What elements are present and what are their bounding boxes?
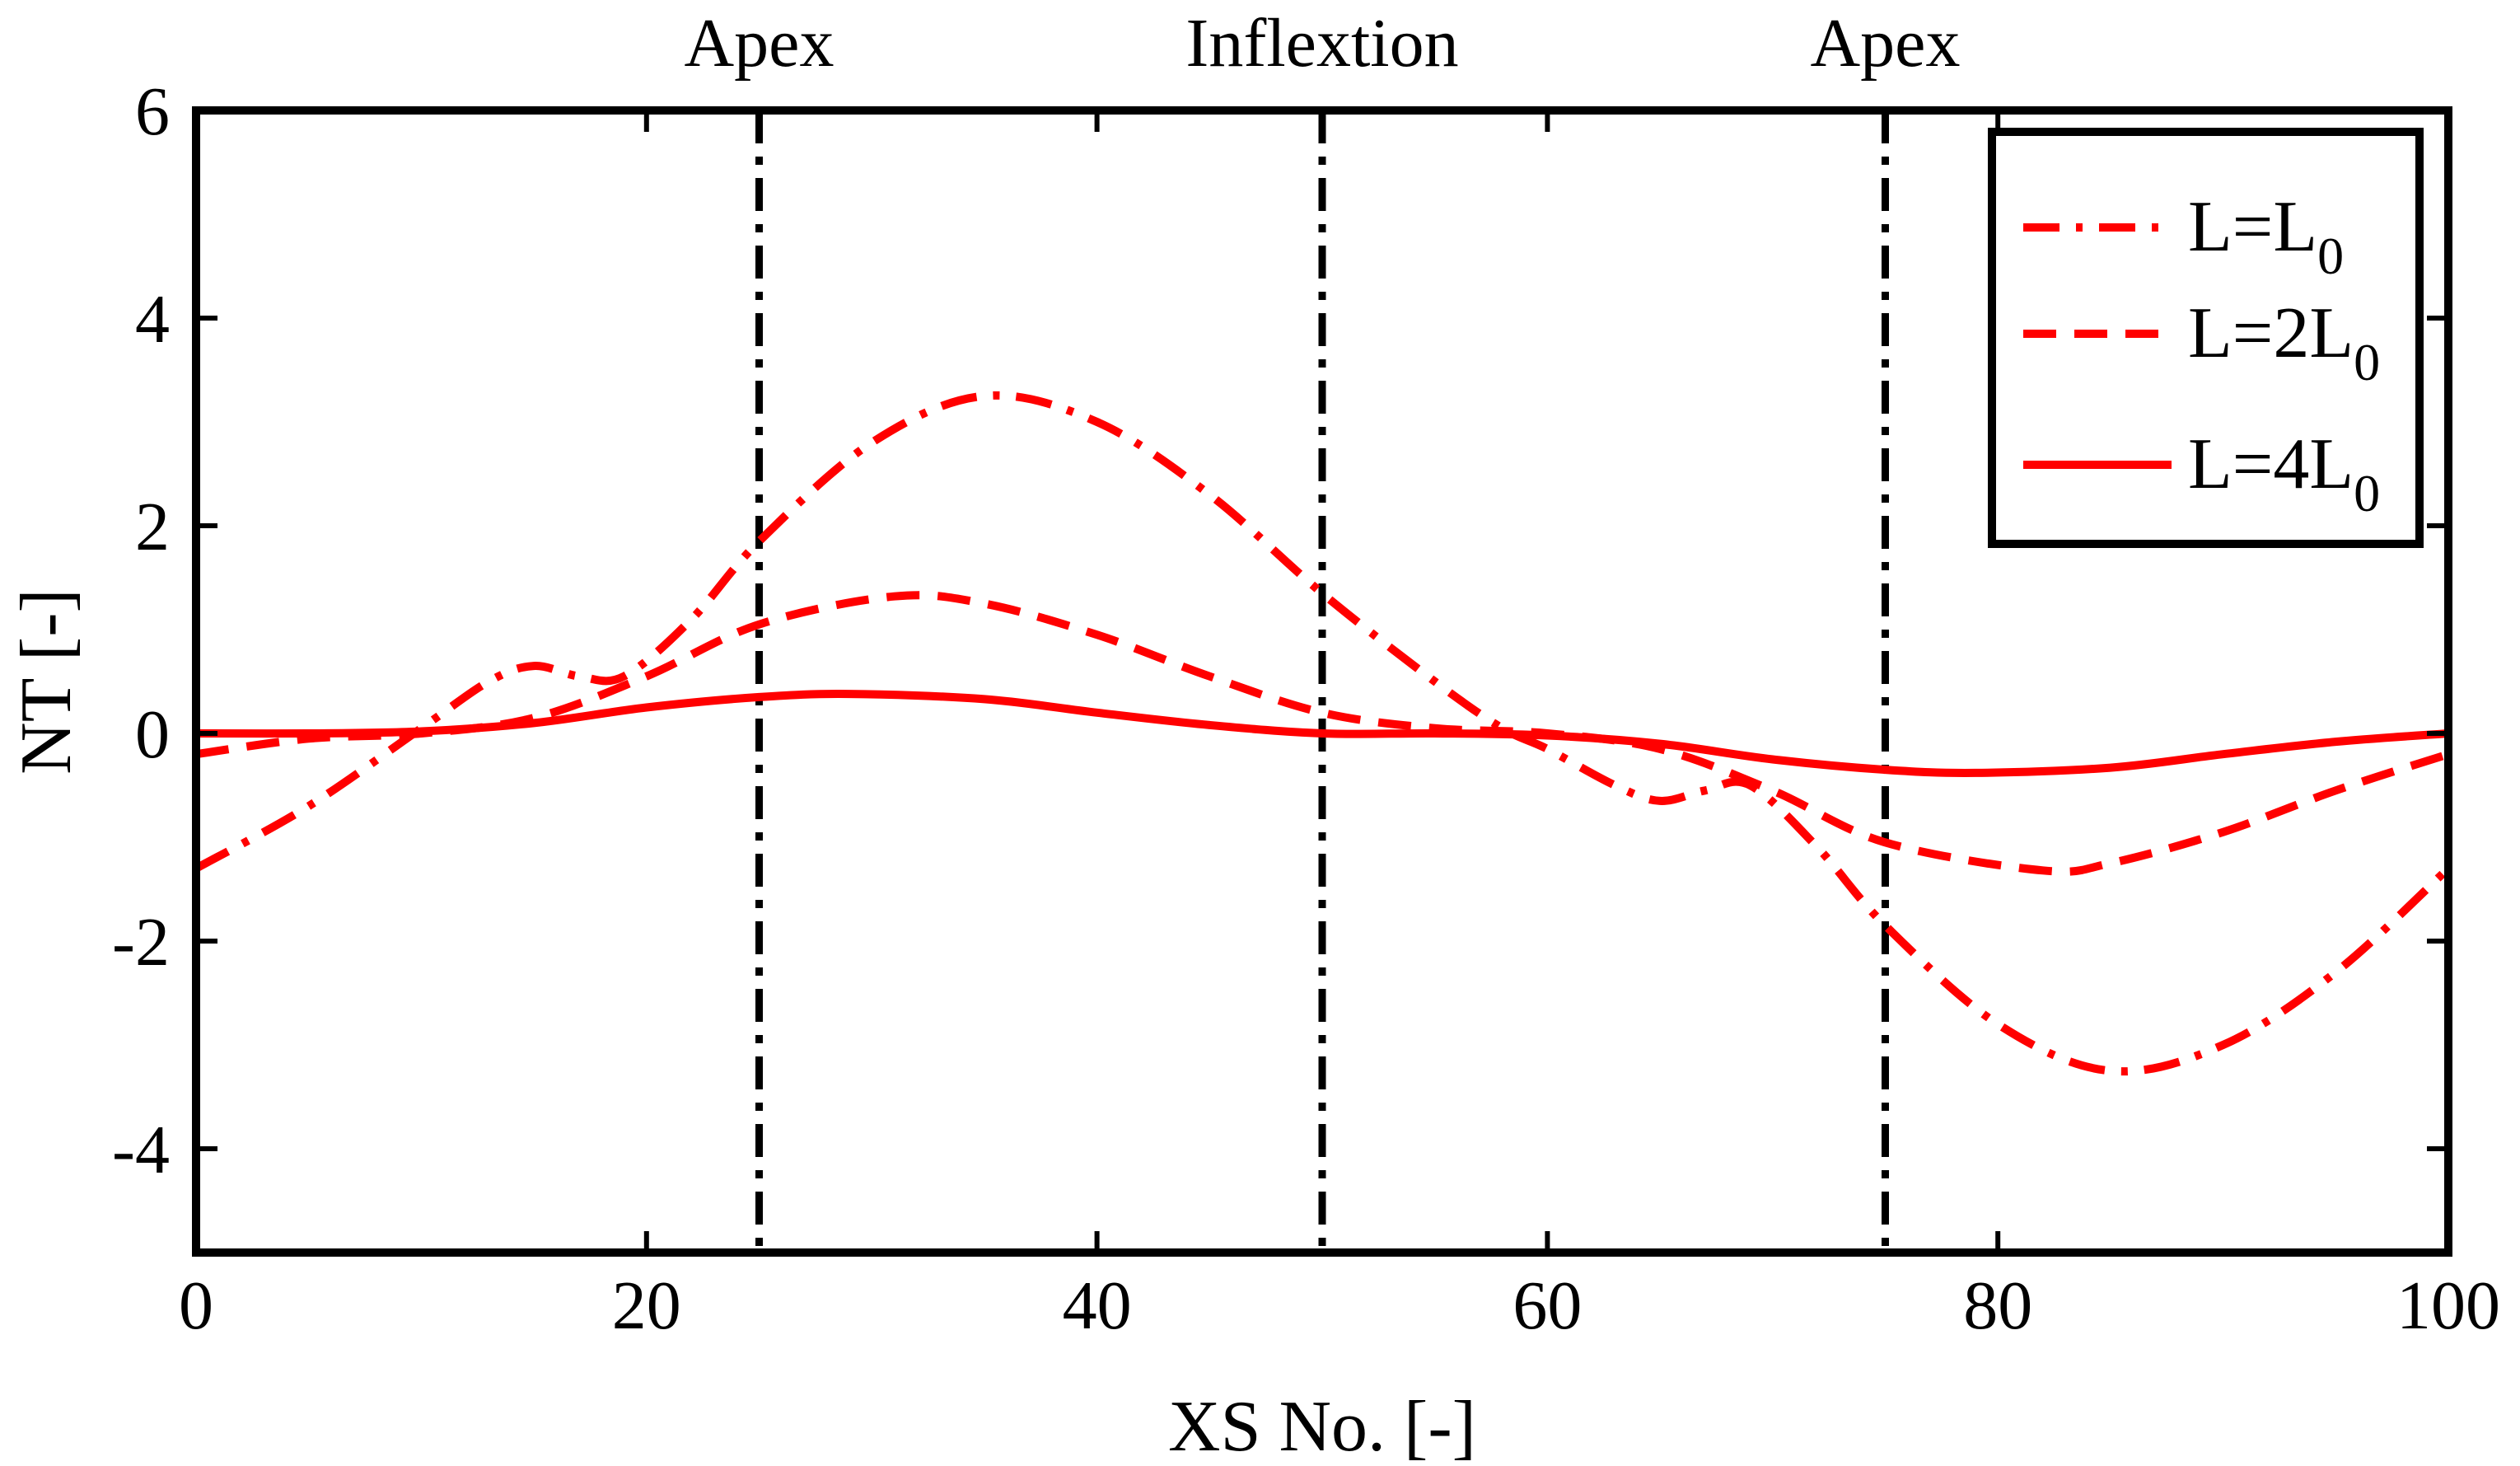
- series-line-3: [195, 690, 2449, 777]
- x-tick-label: 100: [2396, 1267, 2500, 1344]
- x-tick-label: 20: [612, 1267, 681, 1344]
- legend-label-text: L=4L: [2188, 424, 2354, 504]
- y-axis-label: NT [-]: [7, 588, 86, 775]
- legend-label-subscript: 0: [2354, 464, 2380, 522]
- y-tick-label: -4: [112, 1112, 170, 1188]
- y-tick-label: 6: [135, 73, 170, 150]
- legend-label-text: L=2L: [2188, 293, 2354, 373]
- legend-label-2: L=2L0: [2188, 293, 2380, 391]
- axis-ticks: [194, 108, 2451, 1253]
- vertical-marker-label-1: Apex: [685, 5, 835, 82]
- legend-label-3: L=4L0: [2188, 424, 2380, 522]
- x-tick-label: 80: [1963, 1267, 2032, 1344]
- legend-label-1: L=L0: [2188, 187, 2344, 285]
- vertical-marker-label-2: Inflextion: [1185, 5, 1458, 82]
- series-line-2: [195, 591, 2450, 876]
- x-axis-label: XS No. [-]: [1168, 1387, 1476, 1466]
- y-tick-label: 4: [135, 281, 170, 358]
- vertical-marker-labels: Apex Inflextion Apex: [685, 5, 1961, 82]
- legend-label-subscript: 0: [2317, 227, 2344, 285]
- y-tick-label: 0: [135, 696, 170, 773]
- vertical-marker-label-3: Apex: [1811, 5, 1961, 82]
- plot-area: [194, 110, 2452, 1253]
- y-tick-label: 2: [135, 489, 170, 565]
- y-tick-label: -2: [112, 904, 170, 981]
- series-line-1: [194, 391, 2452, 1076]
- x-tick-label: 60: [1512, 1267, 1582, 1344]
- legend-label-text: L=L: [2188, 187, 2317, 267]
- legend-box: [1988, 128, 2424, 548]
- x-tick-label: 0: [179, 1267, 213, 1344]
- legend-label-subscript: 0: [2354, 333, 2380, 391]
- x-tick-label: 40: [1063, 1267, 1132, 1344]
- axis-tick-labels: 0 20 40 60 80 100 -4 -2 0 2 4 6: [112, 73, 2500, 1344]
- axes-frame: [192, 106, 2452, 1257]
